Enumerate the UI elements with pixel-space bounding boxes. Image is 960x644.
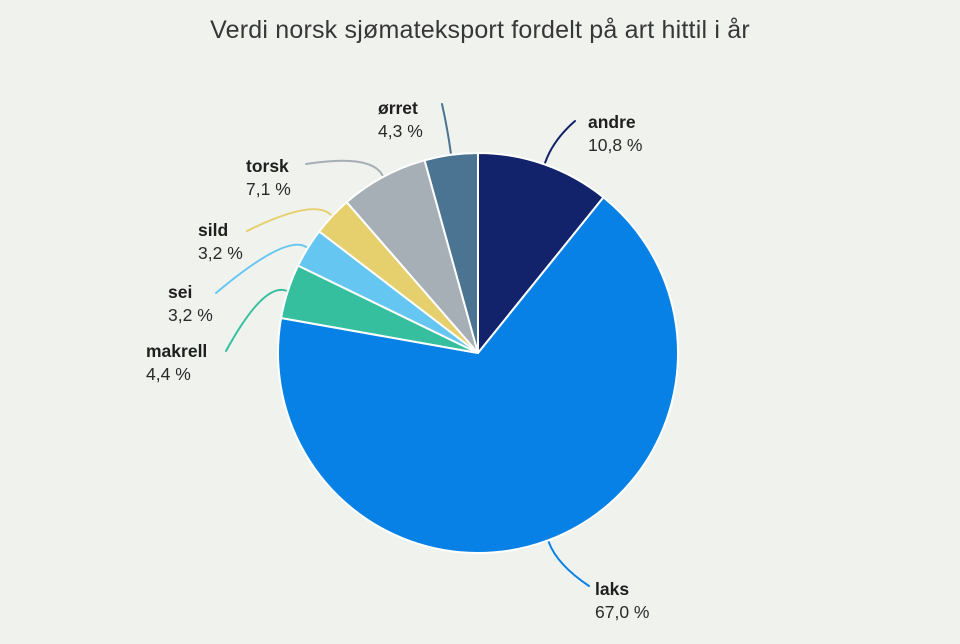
leader-line-andre	[544, 120, 576, 164]
pie-slice-ørret[interactable]	[423, 152, 479, 354]
slice-label-torsk: torsk 7,1 %	[246, 156, 291, 199]
pie-slices	[277, 152, 679, 555]
slice-label-name-makrell: makrell	[146, 341, 207, 361]
leader-line-sild	[246, 208, 332, 232]
slice-label-percent-ørret: 4,3 %	[378, 121, 423, 141]
pie-slice-andre[interactable]	[477, 152, 605, 354]
slice-label-andre: andre 10,8 %	[588, 112, 642, 155]
leader-line-ørret	[441, 103, 452, 154]
slice-label-makrell: makrell 4,4 %	[146, 341, 207, 384]
leader-line-torsk	[305, 159, 384, 177]
leader-line-makrell	[225, 288, 287, 352]
slice-label-laks: laks 67,0 %	[595, 579, 649, 622]
slice-label-percent-makrell: 4,4 %	[146, 364, 191, 384]
slice-label-percent-andre: 10,8 %	[588, 135, 642, 155]
pie-slice-laks[interactable]	[277, 196, 679, 555]
slice-label-percent-sild: 3,2 %	[198, 243, 243, 263]
slice-label-name-laks: laks	[595, 579, 629, 599]
slice-label-percent-laks: 67,0 %	[595, 602, 649, 622]
slice-label-name-torsk: torsk	[246, 156, 289, 176]
slice-label-name-ørret: ørret	[378, 98, 418, 118]
slice-label-percent-torsk: 7,1 %	[246, 179, 291, 199]
slice-label-name-sild: sild	[198, 220, 228, 240]
slice-label-percent-sei: 3,2 %	[168, 305, 213, 325]
leader-line-laks	[547, 541, 590, 587]
slice-label-name-andre: andre	[588, 112, 636, 132]
leader-lines	[215, 103, 590, 587]
slice-label-name-sei: sei	[168, 282, 192, 302]
slice-label-sei: sei 3,2 %	[168, 282, 213, 325]
slice-label-sild: sild 3,2 %	[198, 220, 243, 263]
slice-label-ørret: ørret 4,3 %	[378, 98, 423, 141]
slice-labels: andre 10,8 % laks 67,0 % makrell 4,4 % sei 3,2 …	[146, 98, 649, 622]
chart-title: Verdi norsk sjømateksport fordelt på art…	[210, 16, 750, 44]
leader-line-sei	[215, 243, 308, 294]
